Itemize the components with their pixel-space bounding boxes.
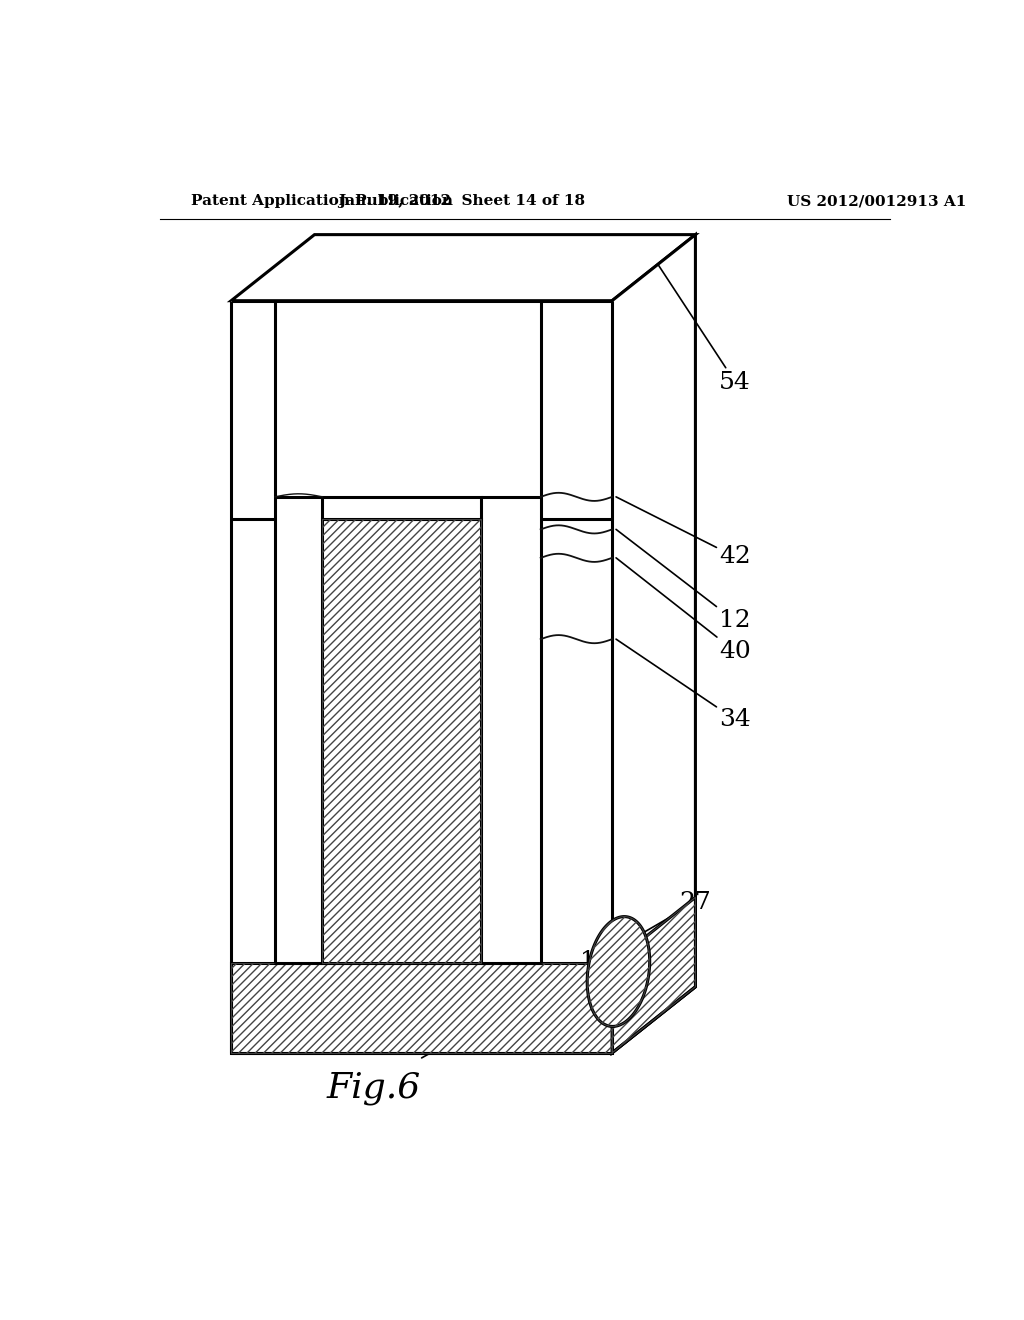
Polygon shape [587,916,649,1027]
Polygon shape [231,235,695,301]
Text: Patent Application Publication: Patent Application Publication [191,194,454,209]
Text: 42: 42 [616,496,751,569]
Polygon shape [612,235,695,1053]
Polygon shape [231,301,612,1053]
Polygon shape [612,898,695,1053]
Text: US 2012/0012913 A1: US 2012/0012913 A1 [786,194,966,209]
Polygon shape [323,496,481,519]
Polygon shape [323,519,481,964]
Text: 27: 27 [625,891,712,944]
Polygon shape [231,301,612,964]
Text: 10: 10 [422,950,612,1057]
Text: 12: 12 [616,529,751,632]
Text: 40: 40 [616,558,751,663]
Text: Jan. 19, 2012  Sheet 14 of 18: Jan. 19, 2012 Sheet 14 of 18 [338,194,585,209]
Text: 54: 54 [658,264,751,393]
Polygon shape [274,496,541,964]
Text: Fig.6: Fig.6 [327,1072,421,1105]
Polygon shape [231,964,612,1053]
Text: 34: 34 [616,639,751,731]
